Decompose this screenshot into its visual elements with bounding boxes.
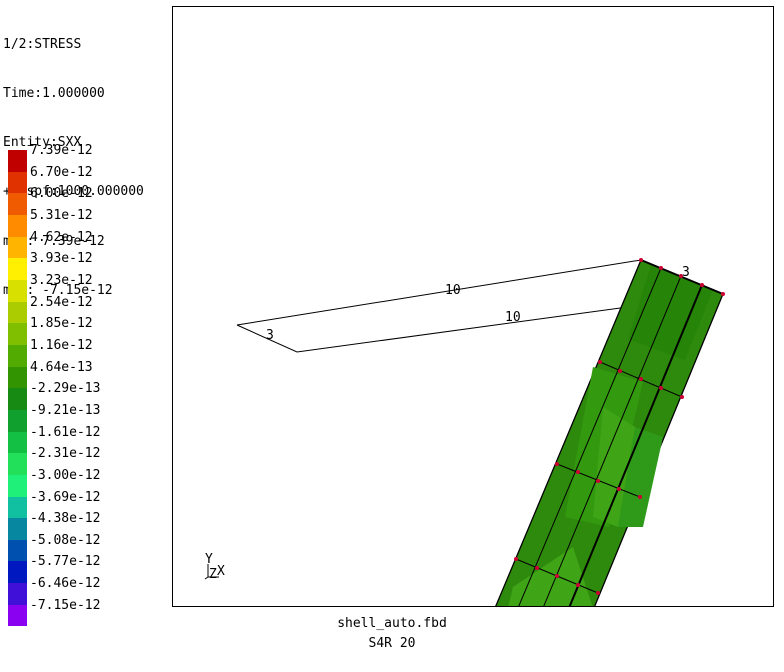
legend-entry: -1.61e-12	[8, 425, 168, 454]
legend-entry: 1.85e-12	[8, 316, 168, 345]
axis-z-label: Z	[209, 567, 217, 582]
legend-value-label: 5.31e-12	[30, 207, 93, 223]
result-time-label: Time:1.000000	[3, 86, 105, 102]
legend-color-swatch	[8, 561, 27, 584]
legend-entry: 7.39e-12	[8, 143, 168, 172]
legend-value-label: -5.08e-12	[30, 532, 101, 548]
legend-value-label: 4.64e-13	[30, 359, 93, 375]
legend-color-swatch	[8, 171, 27, 194]
legend-color-swatch	[8, 431, 27, 454]
legend-color-swatch	[8, 539, 27, 562]
legend-entry: -7.15e-12	[8, 598, 168, 627]
legend-value-label: 3.23e-12	[30, 272, 93, 288]
edge-length-label: 10	[445, 283, 461, 298]
legend-color-swatch	[8, 583, 27, 605]
legend-entry: -4.38e-12	[8, 511, 168, 540]
edge-length-label: 10	[505, 310, 521, 325]
legend-entry: -2.29e-13	[8, 381, 168, 410]
legend-entry: 2.54e-12	[8, 295, 168, 324]
legend-entry: 1.16e-12	[8, 338, 168, 367]
legend-entry: -6.46e-12	[8, 576, 168, 605]
legend-entry: -3.69e-12	[8, 490, 168, 519]
legend-entry: 6.70e-12	[8, 165, 168, 194]
legend-color-swatch	[8, 193, 27, 215]
edge-width-label: 3	[682, 265, 690, 280]
legend-color-swatch	[8, 214, 27, 237]
legend-color-swatch	[8, 301, 27, 324]
legend-color-swatch	[8, 344, 27, 367]
legend-entry: 4.64e-13	[8, 360, 168, 389]
legend-entry: 4.62e-12	[8, 230, 168, 259]
legend-color-swatch	[8, 388, 27, 410]
legend-value-label: 2.54e-12	[30, 294, 93, 310]
element-type-label: S4R 20	[368, 636, 416, 651]
legend-color-swatch	[8, 323, 27, 345]
legend-color-swatch	[8, 604, 27, 627]
color-legend: 7.39e-12 6.70e-12 6.00e-12 5.31e-12 4.62e-12…	[8, 143, 168, 627]
legend-value-label: -3.00e-12	[30, 467, 101, 483]
legend-value-label: 3.93e-12	[30, 251, 93, 267]
model-file-name: shell_auto.fbd	[337, 616, 447, 631]
result-entity-label: Entity:SXX	[3, 135, 82, 151]
legend-color-swatch	[8, 474, 27, 497]
legend-color-swatch	[8, 409, 27, 432]
mesh-nodes	[514, 258, 725, 595]
legend-entry: 5.31e-12	[8, 208, 168, 237]
legend-color-swatch	[8, 496, 27, 519]
legend-value-label: 6.70e-12	[30, 164, 93, 180]
model-viewport[interactable]: 10 10 3 3	[172, 6, 774, 607]
legend-value-label: -3.69e-12	[30, 489, 101, 505]
legend-entry: -9.21e-13	[8, 403, 168, 432]
legend-entry: 3.93e-12	[8, 251, 168, 280]
legend-color-swatch	[8, 150, 27, 172]
legend-color-swatch	[8, 279, 27, 302]
legend-color-swatch	[8, 236, 27, 259]
legend-value-label: 1.85e-12	[30, 316, 93, 332]
legend-value-label: -5.77e-12	[30, 554, 101, 570]
legend-entry: -2.31e-12	[8, 446, 168, 475]
legend-entry: -5.77e-12	[8, 554, 168, 584]
displacement-factor-label: +Dispf:1000.000000	[3, 184, 144, 200]
legend-color-swatch	[8, 453, 27, 475]
axis-x-label: X	[217, 564, 225, 579]
legend-entry: -5.08e-12	[8, 533, 168, 562]
legend-value-label: -7.15e-12	[30, 597, 101, 613]
legend-value-label: 4.62e-12	[30, 229, 93, 245]
legend-entry: 6.00e-12	[8, 186, 168, 215]
deformed-shell-mesh	[495, 259, 724, 606]
legend-value-label: -9.21e-13	[30, 402, 101, 418]
legend-entry: 3.23e-12	[8, 273, 168, 302]
legend-color-swatch	[8, 518, 27, 540]
legend-value-label: 1.16e-12	[30, 337, 93, 353]
legend-color-swatch	[8, 258, 27, 280]
legend-entry: -3.00e-12	[8, 468, 168, 497]
result-step-label: 1/2:STRESS	[3, 36, 82, 52]
legend-value-label: -2.31e-12	[30, 446, 101, 462]
legend-value-label: -1.61e-12	[30, 424, 101, 440]
model-canvas[interactable]: 10 10 3 3	[173, 7, 774, 607]
legend-value-label: 6.00e-12	[30, 186, 93, 202]
legend-color-swatch	[8, 366, 27, 389]
legend-value-label: -2.29e-13	[30, 381, 101, 397]
legend-value-label: -4.38e-12	[30, 511, 101, 527]
edge-width-label: 3	[266, 328, 274, 343]
legend-value-label: 7.39e-12	[30, 143, 93, 158]
axis-triad-icon: Y Z X	[204, 552, 225, 582]
legend-value-label: -6.46e-12	[30, 576, 101, 592]
axis-y-label: Y	[205, 552, 213, 567]
